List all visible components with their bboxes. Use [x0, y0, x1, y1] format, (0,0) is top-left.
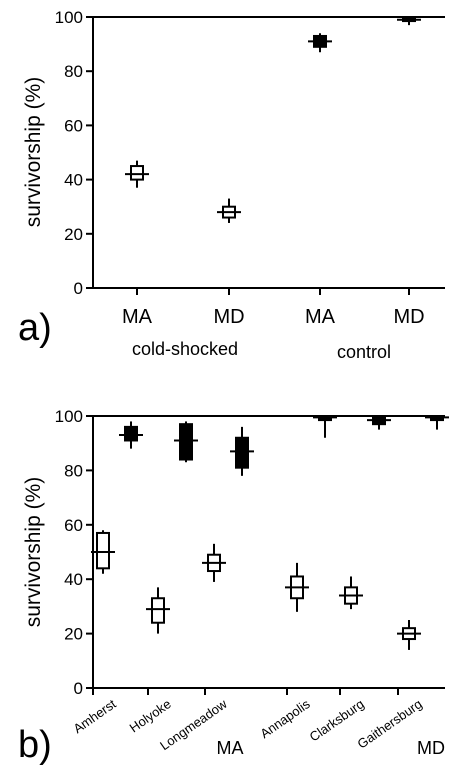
panel-b-y-tick-label: 100 [55, 407, 83, 426]
panel-a-x-tick-label: MD [213, 306, 244, 328]
panel-b: b) survivorship (%) MA MD 0 20 40 60 80 100 Am… [18, 407, 449, 766]
panel-a-x-tick-label: MD [393, 306, 424, 328]
panel-b-y-tick-label: 20 [64, 625, 83, 644]
panel-a-label: a) [18, 307, 52, 349]
panel-b-control-box [235, 436, 249, 469]
panel-b-x-tick-label: Amherst [70, 696, 119, 736]
panel-b-x-tick-label: Annapolis [257, 696, 313, 741]
panel-a-y-tick-label: 100 [55, 8, 83, 27]
group-label-cold-shocked: cold-shocked [132, 339, 238, 359]
panel-a-y-tick-label: 20 [64, 225, 83, 244]
region-label-ma: MA [217, 738, 244, 758]
panel-b-cold-shocked-box [151, 597, 165, 624]
panel-b-y-tick-label: 40 [64, 570, 83, 589]
panel-b-y-tick-label: 80 [64, 461, 83, 480]
panel-a-y-tick-label: 80 [64, 62, 83, 81]
panel-b-y-axis-label: survivorship (%) [22, 477, 45, 628]
panel-b-control-box [124, 425, 138, 442]
panel-b-cold-shocked-box [96, 531, 110, 570]
panel-a-y-tick-label: 0 [74, 279, 83, 298]
panel-a: a) survivorship (%) cold-shocked control… [18, 8, 445, 362]
panel-a-x-tick-label: MA [305, 306, 336, 328]
panel-a-x-tick-label: MA [122, 306, 153, 328]
panel-a-box [130, 165, 144, 181]
panel-b-control-box [179, 423, 193, 461]
panel-b-x-tick-label: Holyoke [127, 696, 174, 735]
panel-a-y-tick-label: 40 [64, 171, 83, 190]
panel-b-y-tick-label: 60 [64, 516, 83, 535]
region-label-md: MD [417, 738, 445, 758]
group-label-control: control [337, 342, 391, 362]
panel-b-x-tick-label: Gaithersburg [355, 696, 425, 751]
panel-a-y-axis-label: survivorship (%) [22, 77, 45, 228]
panel-b-label: b) [18, 724, 52, 766]
panel-b-y-tick-label: 0 [74, 679, 83, 698]
panel-a-y-tick-label: 60 [64, 116, 83, 135]
